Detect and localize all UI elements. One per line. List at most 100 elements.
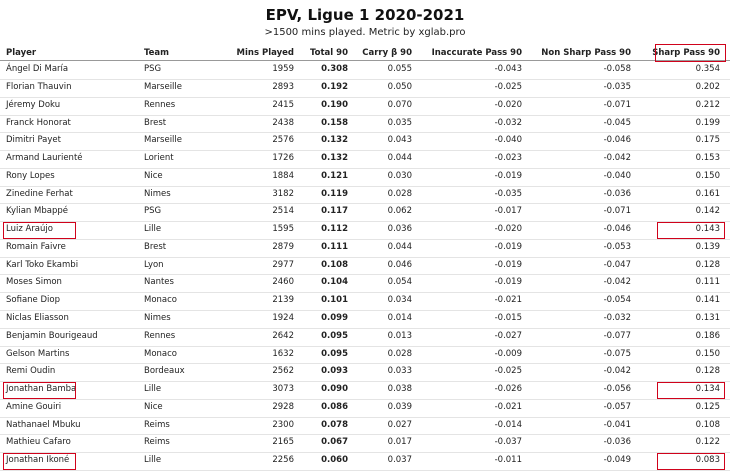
highlight-box [3,381,76,399]
table-cell: Marseille [144,81,183,92]
table-cell: -0.036 [603,437,631,448]
table-cell: 0.034 [387,295,412,306]
row-divider [0,434,730,436]
player-name: Jonathan Ikoné [6,455,70,466]
row-divider [0,256,730,258]
table-cell: -0.043 [494,64,522,75]
table-cell: -0.053 [603,241,631,252]
table-cell: 2165 [272,437,294,448]
table-cell: 0.132 [321,153,348,164]
table-cell: 0.199 [695,117,720,128]
table-cell: 3073 [272,384,294,395]
highlight-box [657,221,725,239]
table-cell: 0.095 [321,330,348,341]
table-cell: Lorient [144,153,174,164]
player-name: Benjamin Bourigeaud [6,330,98,341]
table-cell: 0.093 [321,366,348,377]
table-cell: -0.049 [603,455,631,466]
table-cell: -0.057 [603,401,631,412]
table-cell: 2415 [272,99,294,110]
table-cell: -0.020 [494,99,522,110]
table-cell: -0.037 [494,437,522,448]
table-cell: Rennes [144,330,176,341]
table-cell: PSG [144,206,162,217]
row-divider [0,114,730,116]
player-name: Zinedine Ferhat [6,188,73,199]
row-divider [0,345,730,347]
table-title: EPV, Ligue 1 2020-2021 [265,6,465,24]
row-divider [0,238,730,240]
table-cell: 0.054 [387,277,412,288]
table-cell: 2893 [272,81,294,92]
table-cell: 0.212 [695,99,720,110]
table-cell: 0.095 [321,348,348,359]
table-cell: 2576 [272,135,294,146]
table-cell: 0.050 [387,81,412,92]
table-cell: 0.033 [387,366,412,377]
table-cell: -0.019 [494,259,522,270]
table-cell: -0.054 [603,295,631,306]
player-name: Jéremy Doku [6,99,61,110]
player-name: Jonathan Bamba [6,384,77,395]
column-header: Total 90 [309,48,348,58]
player-name: Amine Gouiri [6,401,62,412]
player-name: Sofiane Diop [6,295,60,306]
highlight-box [3,221,76,239]
row-divider [0,416,730,418]
table-cell: 0.122 [695,437,720,448]
table-cell: -0.019 [494,170,522,181]
table-cell: 0.128 [695,259,720,270]
table-cell: -0.025 [494,366,522,377]
table-cell: 0.036 [387,224,412,235]
table-cell: -0.014 [494,419,522,430]
player-name: Nathanael Mbuku [6,419,81,430]
table-cell: Reims [144,419,170,430]
table-cell: 0.192 [321,81,348,92]
table-cell: -0.071 [603,206,631,217]
table-cell: -0.071 [603,99,631,110]
table-cell: -0.021 [494,295,522,306]
row-divider [0,274,730,276]
table-cell: -0.042 [603,277,631,288]
player-name: Franck Honorat [6,117,71,128]
table-cell: 0.028 [387,348,412,359]
table-cell: 0.099 [321,312,348,323]
table-cell: Lille [144,384,162,395]
table-cell: -0.021 [494,401,522,412]
player-name: Florian Thauvin [6,81,72,92]
player-name: Gelson Martins [6,348,70,359]
table-cell: -0.035 [603,81,631,92]
table-cell: 3182 [272,188,294,199]
column-header: Non Sharp Pass 90 [541,48,631,58]
row-divider [0,150,730,152]
player-name: Moses Simon [6,277,62,288]
column-header: Inaccurate Pass 90 [431,48,522,58]
table-cell: -0.046 [603,135,631,146]
table-cell: 0.111 [321,241,348,252]
table-cell: 0.354 [695,64,720,75]
table-cell: 0.055 [387,64,412,75]
table-cell: 0.030 [387,170,412,181]
table-cell: Lille [144,224,162,235]
table-cell: 0.161 [695,188,720,199]
table-cell: -0.032 [603,312,631,323]
table-cell: -0.045 [603,117,631,128]
table-cell: 2514 [272,206,294,217]
row-divider [0,292,730,294]
table-subtitle: >1500 mins played. Metric by xglab.pro [264,27,466,38]
table-cell: Bordeaux [144,366,185,377]
row-divider [0,78,730,80]
table-cell: 0.013 [387,330,412,341]
row-divider [0,185,730,187]
table-cell: 0.078 [321,419,348,430]
column-header: Player [6,48,37,58]
table-cell: 0.046 [387,259,412,270]
header-divider [0,60,730,62]
table-cell: -0.026 [494,384,522,395]
table-cell: 0.014 [387,312,412,323]
player-name: Armand Laurienté [6,153,83,164]
player-name: Mathieu Cafaro [6,437,71,448]
row-divider [0,96,730,98]
table-cell: -0.027 [494,330,522,341]
